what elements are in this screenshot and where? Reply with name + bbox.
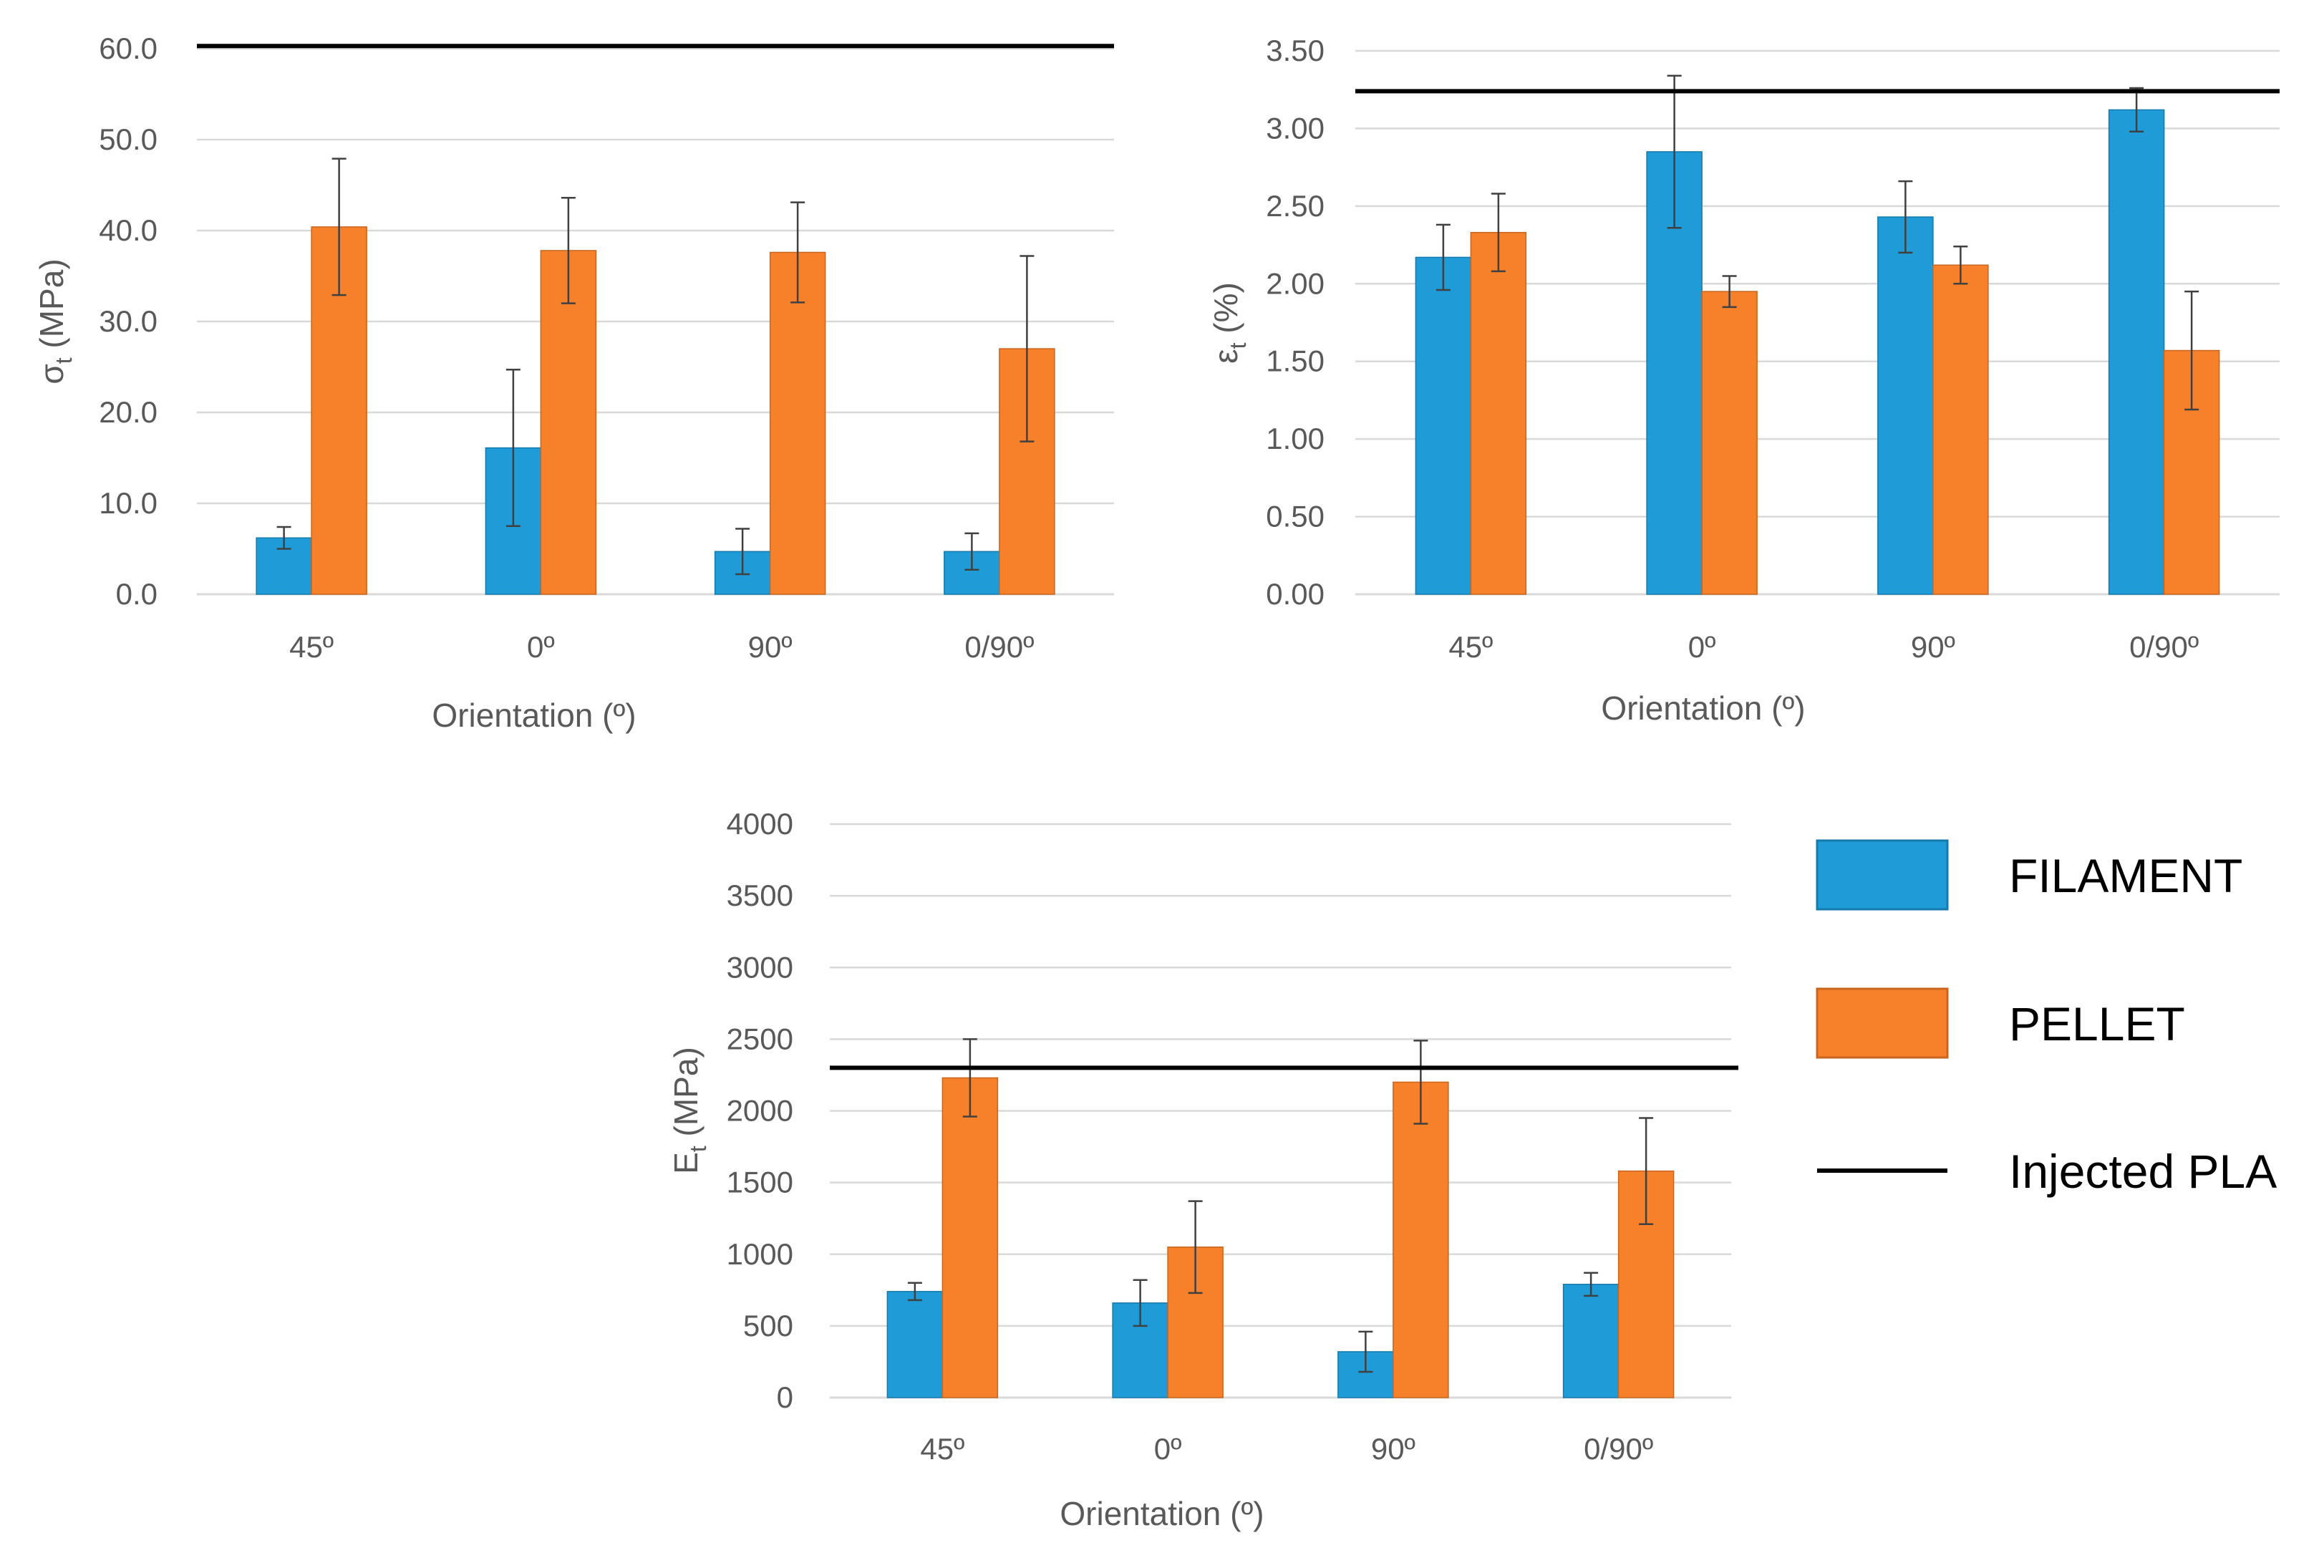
x-tick-label: 0º <box>527 630 555 664</box>
x-tick-label: 45º <box>920 1432 964 1466</box>
filament-error-bar <box>964 532 979 571</box>
filament-bar <box>2108 109 2165 595</box>
pellet-error-bar <box>962 1038 977 1118</box>
x-tick-label: 90º <box>1911 630 1955 664</box>
y-tick-label: 0.0 <box>116 577 158 611</box>
y-tick-label: 1.00 <box>1266 422 1325 455</box>
filament-error-bar <box>1898 180 1913 254</box>
y-tick-label: 1500 <box>727 1166 793 1199</box>
x-axis-title: Orientation (º) <box>432 697 636 734</box>
pellet-error-bar <box>1491 193 1506 273</box>
pellet-legend-swatch <box>1816 987 1949 1059</box>
pellet-error-bar <box>1020 255 1035 442</box>
pellet-error-bar <box>790 201 805 304</box>
y-tick-label: 2.50 <box>1266 189 1325 223</box>
pellet-error-bar <box>561 197 576 304</box>
strain-at-break-chart: 0.00 0.50 1.00 1.50 2.00 2.50 3.00 3.50 45º 0º 90º… <box>1207 34 2280 727</box>
x-tick-label: 0º <box>1688 630 1716 664</box>
x-tick-label: 0/90º <box>1584 1432 1653 1466</box>
pellet-error-bar <box>1722 275 1737 309</box>
pellet-error-bar <box>331 158 347 296</box>
filament-error-bar <box>1358 1330 1373 1373</box>
filament-error-bar <box>735 528 750 576</box>
y-tick-label: 30.0 <box>99 304 158 338</box>
y-tick-label: 4000 <box>727 807 793 841</box>
x-axis-title: Orientation (º) <box>1060 1495 1264 1532</box>
pellet-bar <box>1470 231 1527 595</box>
filament-legend-label: FILAMENT <box>2009 849 2242 902</box>
filament-error-bar <box>505 369 521 527</box>
pellet-bar <box>1932 264 1989 595</box>
y-tick-label: 2.00 <box>1266 266 1325 300</box>
y-tick-label: 3500 <box>727 879 793 912</box>
x-tick-label: 0/90º <box>964 630 1034 664</box>
y-tick-label: 40.0 <box>99 213 158 247</box>
x-tick-label: 45º <box>289 630 334 664</box>
filament-bar <box>1877 216 1934 595</box>
y-tick-label: 0.00 <box>1266 577 1325 611</box>
pellet-bar <box>1701 291 1758 595</box>
filament-error-bar <box>1584 1272 1599 1297</box>
pellet-error-bar <box>1188 1200 1203 1294</box>
filament-bar <box>886 1291 944 1398</box>
y-tick-label: 2500 <box>727 1022 793 1055</box>
y-tick-label: 0 <box>777 1380 793 1414</box>
y-tick-label: 1000 <box>727 1237 793 1271</box>
pellet-bar <box>540 250 597 595</box>
filament-bar <box>1415 256 1472 595</box>
y-axis-title: Et (MPa) <box>667 1047 711 1174</box>
y-tick-label: 10.0 <box>99 486 158 520</box>
x-tick-label: 45º <box>1448 630 1493 664</box>
x-tick-label: 90º <box>748 630 793 664</box>
y-tick-label: 3000 <box>727 950 793 984</box>
filament-error-bar <box>2129 87 2144 133</box>
filament-error-bar <box>907 1282 922 1302</box>
pellet-error-bar <box>1639 1117 1654 1225</box>
y-tick-label: 3.50 <box>1266 34 1325 67</box>
y-tick-label: 2000 <box>727 1094 793 1128</box>
pellet-bar <box>1393 1081 1449 1398</box>
filament-bar <box>1562 1284 1619 1398</box>
y-axis-title: εt (%) <box>1207 282 1251 364</box>
filament-error-bar <box>1133 1279 1148 1327</box>
tensile-strength-chart: 0.0 10.0 20.0 30.0 40.0 50.0 60.0 45º 0º 90º 0/90º… <box>33 32 1114 734</box>
pellet-error-bar <box>1413 1040 1428 1125</box>
pellet-error-bar <box>1953 245 1968 285</box>
x-axis-title: Orientation (º) <box>1601 689 1805 727</box>
y-tick-label: 60.0 <box>99 32 158 65</box>
x-tick-label: 90º <box>1371 1432 1415 1466</box>
tensile-modulus-chart: 0 500 1000 1500 2000 2500 3000 3500 4000 45º 0º 90º… <box>667 807 1738 1532</box>
y-tick-label: 1.50 <box>1266 344 1325 378</box>
filament-error-bar <box>1435 223 1451 291</box>
pellet-error-bar <box>2184 290 2199 411</box>
y-tick-label: 3.00 <box>1266 111 1325 145</box>
x-tick-label: 0/90º <box>2129 630 2199 664</box>
pellet-bar <box>769 251 826 595</box>
x-tick-label: 0º <box>1154 1432 1182 1466</box>
pellet-bar <box>941 1077 999 1398</box>
y-axis-title: σt (MPa) <box>33 258 77 384</box>
filament-legend-swatch <box>1816 839 1949 911</box>
y-tick-label: 500 <box>743 1309 793 1342</box>
pellet-legend-label: PELLET <box>2009 997 2185 1050</box>
filament-error-bar <box>1667 74 1682 229</box>
y-tick-label: 50.0 <box>99 122 158 156</box>
filament-error-bar <box>276 526 291 550</box>
y-tick-label: 20.0 <box>99 395 158 429</box>
reference-legend-label: Injected PLA <box>2009 1145 2277 1198</box>
y-tick-label: 0.50 <box>1266 500 1325 533</box>
legend: FILAMENT PELLET Injected PLA <box>1816 839 2277 1198</box>
